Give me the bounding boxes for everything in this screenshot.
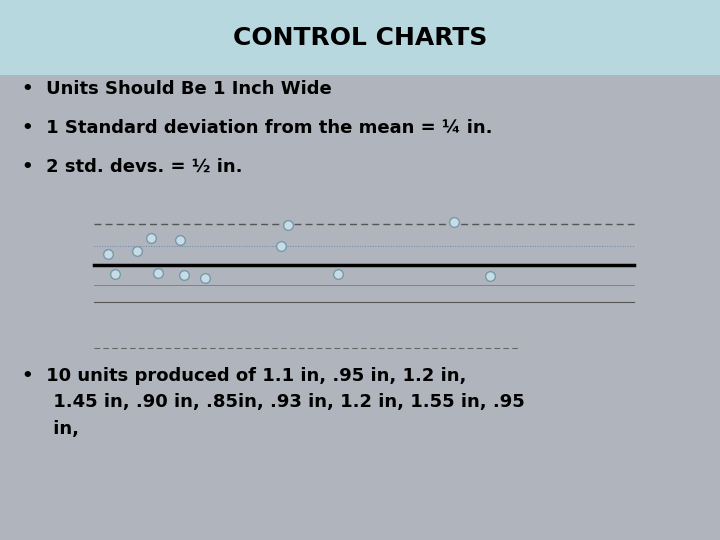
Text: •  10 units produced of 1.1 in, .95 in, 1.2 in,
     1.45 in, .90 in, .85in, .93: • 10 units produced of 1.1 in, .95 in, 1… [22,367,524,438]
Text: •  2 std. devs. = ½ in.: • 2 std. devs. = ½ in. [22,158,242,176]
Text: CONTROL CHARTS: CONTROL CHARTS [233,25,487,50]
Text: •  Units Should Be 1 Inch Wide: • Units Should Be 1 Inch Wide [22,80,331,98]
FancyBboxPatch shape [0,0,720,75]
Text: •  1 Standard deviation from the mean = ¼ in.: • 1 Standard deviation from the mean = ¼… [22,119,492,137]
